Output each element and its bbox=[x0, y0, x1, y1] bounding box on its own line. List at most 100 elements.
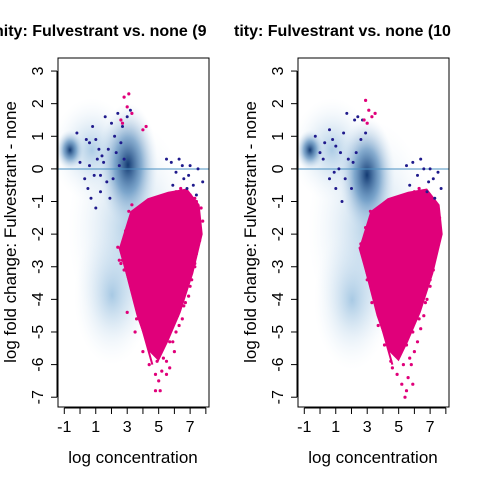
significant-point bbox=[166, 239, 170, 243]
significant-point bbox=[364, 226, 368, 230]
significant-point bbox=[171, 340, 175, 344]
significant-point bbox=[412, 261, 416, 266]
significant-point bbox=[139, 255, 143, 259]
significant-point bbox=[179, 291, 183, 295]
panel-2-frame bbox=[297, 57, 450, 408]
x-tick-label: -1 bbox=[297, 419, 311, 436]
significant-point bbox=[381, 252, 385, 256]
significant-point bbox=[430, 248, 434, 252]
data-point bbox=[171, 183, 175, 187]
data-point bbox=[86, 187, 90, 190]
data-point bbox=[121, 125, 124, 128]
data-point bbox=[342, 131, 346, 135]
significant-point bbox=[199, 206, 203, 210]
significant-point bbox=[150, 310, 154, 314]
significant-point bbox=[403, 395, 407, 399]
data-point bbox=[433, 196, 437, 200]
x-tick-label: 5 bbox=[394, 419, 403, 436]
data-point bbox=[116, 111, 120, 115]
y-tick-label: -5 bbox=[270, 325, 287, 339]
significant-point bbox=[408, 314, 412, 318]
significant-point bbox=[196, 213, 200, 217]
significant-point bbox=[365, 248, 369, 252]
significant-point bbox=[404, 343, 409, 347]
significant-point bbox=[370, 301, 374, 305]
significant-point bbox=[182, 232, 186, 236]
data-point bbox=[95, 157, 99, 161]
significant-point bbox=[124, 252, 128, 256]
significant-point bbox=[133, 330, 137, 334]
significant-point bbox=[412, 350, 416, 354]
data-point bbox=[328, 177, 331, 181]
significant-point bbox=[406, 376, 410, 380]
data-point bbox=[411, 160, 415, 164]
significant-point bbox=[364, 98, 368, 102]
data-point bbox=[187, 173, 191, 177]
x-tick-label: -1 bbox=[57, 419, 71, 436]
data-point bbox=[334, 187, 338, 190]
data-point bbox=[431, 177, 435, 181]
significant-point bbox=[419, 245, 423, 249]
y-tick-label: -5 bbox=[30, 325, 47, 339]
significant-point bbox=[190, 278, 194, 282]
significant-point bbox=[404, 389, 409, 393]
significant-point bbox=[188, 193, 192, 197]
significant-point bbox=[427, 193, 431, 197]
panel-2-x-label: log concentration bbox=[308, 448, 437, 467]
significant-point bbox=[379, 216, 383, 220]
significant-point bbox=[409, 363, 413, 367]
significant-point bbox=[157, 379, 161, 383]
significant-point bbox=[187, 294, 191, 298]
data-point bbox=[359, 138, 363, 141]
y-tick-label: -4 bbox=[270, 292, 287, 306]
significant-point bbox=[400, 382, 404, 386]
significant-point bbox=[417, 317, 421, 321]
significant-point bbox=[431, 213, 435, 217]
significant-point bbox=[376, 323, 380, 328]
significant-point bbox=[172, 226, 176, 230]
data-point bbox=[117, 164, 121, 168]
y-tick-label: -6 bbox=[30, 357, 47, 371]
significant-point bbox=[147, 363, 151, 367]
data-point bbox=[419, 157, 423, 161]
data-point bbox=[89, 196, 93, 200]
significant-point bbox=[153, 372, 158, 376]
data-point bbox=[194, 193, 198, 197]
significant-point bbox=[419, 327, 423, 331]
significant-point bbox=[386, 317, 390, 321]
data-point bbox=[351, 160, 355, 164]
significant-point bbox=[194, 199, 198, 204]
significant-point bbox=[135, 317, 139, 321]
data-point bbox=[436, 170, 440, 174]
y-tick-label: 2 bbox=[270, 99, 287, 108]
significant-point bbox=[367, 108, 371, 112]
significant-point bbox=[411, 330, 415, 334]
significant-point bbox=[174, 330, 178, 334]
significant-point bbox=[185, 274, 189, 279]
data-point bbox=[439, 187, 443, 190]
data-point bbox=[83, 177, 87, 181]
y-tick-label: -1 bbox=[270, 194, 287, 208]
data-point bbox=[408, 183, 412, 187]
y-tick-label: -2 bbox=[30, 227, 47, 241]
panel-2: tity: Fulvestrant vs. none (10 -1 1 3 5 7 3 2 1… bbox=[234, 23, 451, 467]
significant-point bbox=[408, 193, 412, 197]
significant-point bbox=[423, 301, 427, 305]
significant-point bbox=[434, 239, 438, 243]
y-tick-label: -4 bbox=[30, 292, 47, 306]
significant-point bbox=[169, 193, 173, 197]
significant-point bbox=[130, 232, 134, 236]
significant-point bbox=[161, 320, 165, 324]
data-point bbox=[128, 108, 132, 112]
significant-point bbox=[150, 206, 154, 210]
data-point bbox=[331, 138, 335, 141]
significant-point bbox=[436, 229, 440, 233]
x-tick-label: 5 bbox=[154, 419, 163, 436]
panel-1-axes: -1 1 3 5 7 3 2 1 0 -1 -2 -3 -4 -5 -6 -7 bbox=[30, 66, 207, 436]
significant-point bbox=[149, 336, 153, 341]
significant-point bbox=[389, 359, 393, 363]
significant-point bbox=[406, 271, 410, 275]
data-point bbox=[405, 164, 408, 168]
data-point bbox=[345, 111, 349, 115]
significant-point bbox=[408, 356, 412, 360]
